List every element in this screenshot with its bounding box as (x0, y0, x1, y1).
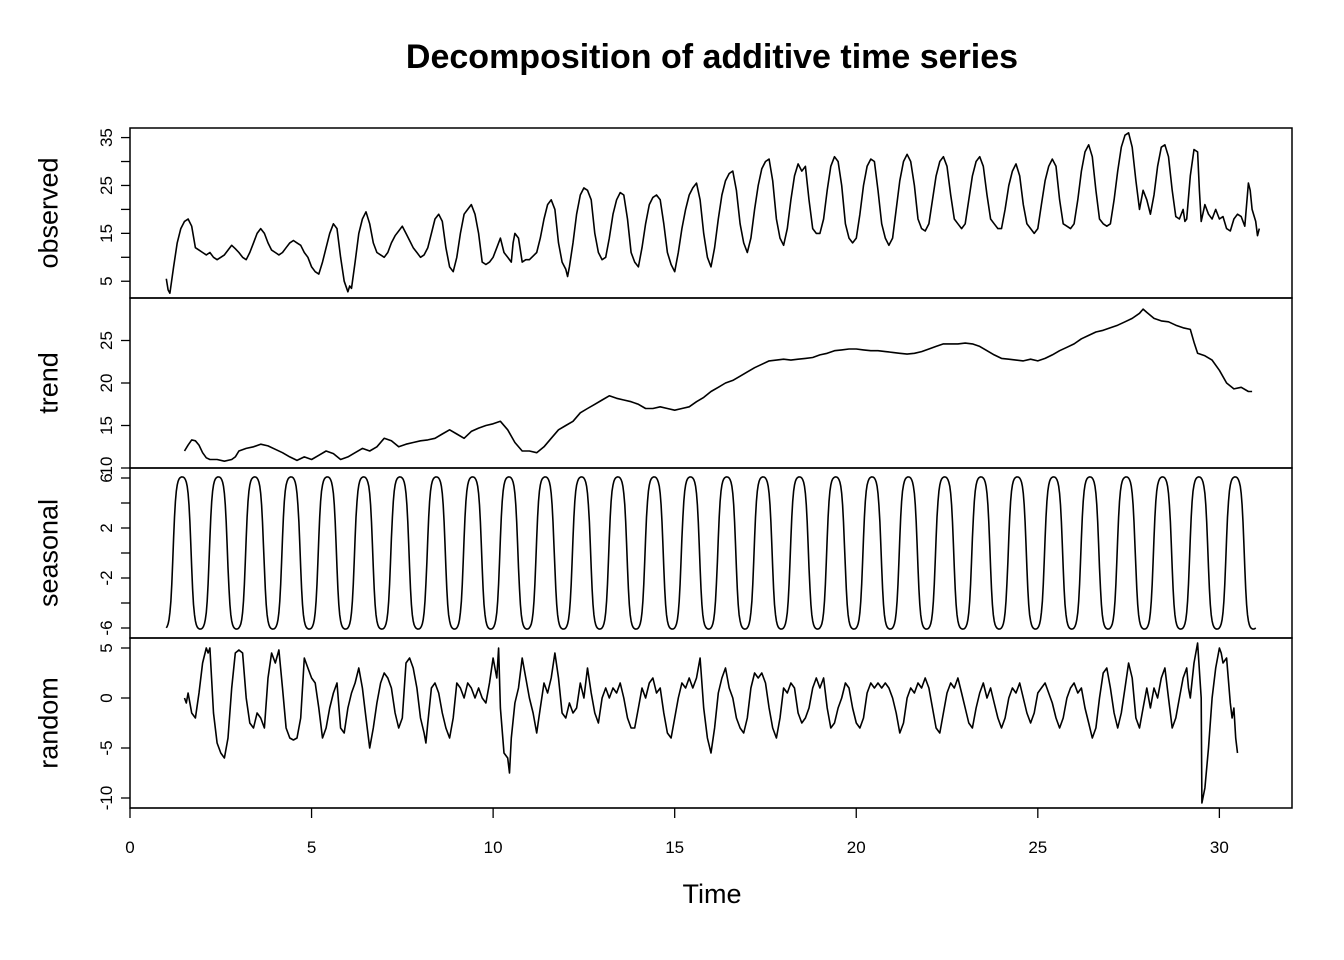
x-axis: 0 5 10 15 20 25 30 (125, 807, 1229, 857)
y-axis-label-random: random (33, 677, 63, 769)
y-tick-label-seasonal: -6 (97, 620, 116, 635)
y-tick-label-random: 0 (97, 693, 116, 702)
series-line-trend (183, 308, 1253, 462)
y-tick-label-observed: 25 (97, 176, 116, 195)
series-line-random (183, 642, 1239, 804)
x-tick-label: 0 (125, 838, 134, 857)
y-tick-label-seasonal: -2 (97, 570, 116, 585)
x-tick-label: 20 (847, 838, 866, 857)
x-tick-label: 25 (1028, 838, 1047, 857)
y-tick-label-trend: 25 (97, 331, 116, 350)
y-axis-label-seasonal: seasonal (33, 499, 63, 607)
x-tick-label: 15 (665, 838, 684, 857)
y-tick-label-observed: 15 (97, 224, 116, 243)
panel-seasonal: -6 -2 2 6 seasonal (33, 467, 1293, 639)
panel-random: -10 -5 0 5 random (33, 637, 1293, 811)
y-tick-label-random: -10 (97, 786, 116, 811)
y-tick-label-trend: 15 (97, 416, 116, 435)
y-tick-label-seasonal: 2 (97, 523, 116, 532)
y-tick-label-random: 5 (97, 643, 116, 652)
y-tick-label-trend: 10 (97, 457, 116, 476)
series-line-seasonal (165, 476, 1257, 630)
panel-frame-trend (129, 297, 1293, 469)
panels: 5 15 25 35 observed 15 20 25 10 trend -6 -2 2 6 season… (33, 127, 1293, 811)
chart-title: Decomposition of additive time series (406, 38, 1018, 76)
y-tick-label-observed: 5 (97, 276, 116, 285)
x-tick-label: 5 (307, 838, 316, 857)
y-tick-label-trend: 20 (97, 374, 116, 393)
y-tick-label-observed: 35 (97, 128, 116, 147)
panel-trend: 15 20 25 10 trend (33, 297, 1293, 476)
x-axis-label: Time (683, 879, 742, 909)
panel-observed: 5 15 25 35 observed (33, 127, 1293, 299)
y-axis-label-trend: trend (33, 352, 63, 414)
y-tick-label-seasonal: 6 (97, 473, 116, 482)
x-tick-label: 10 (484, 838, 503, 857)
panel-frame-observed (129, 127, 1293, 299)
x-tick-label: 30 (1210, 838, 1229, 857)
y-tick-label-random: -5 (97, 740, 116, 755)
series-line-observed (165, 132, 1261, 294)
y-axis-label-observed: observed (33, 157, 63, 268)
